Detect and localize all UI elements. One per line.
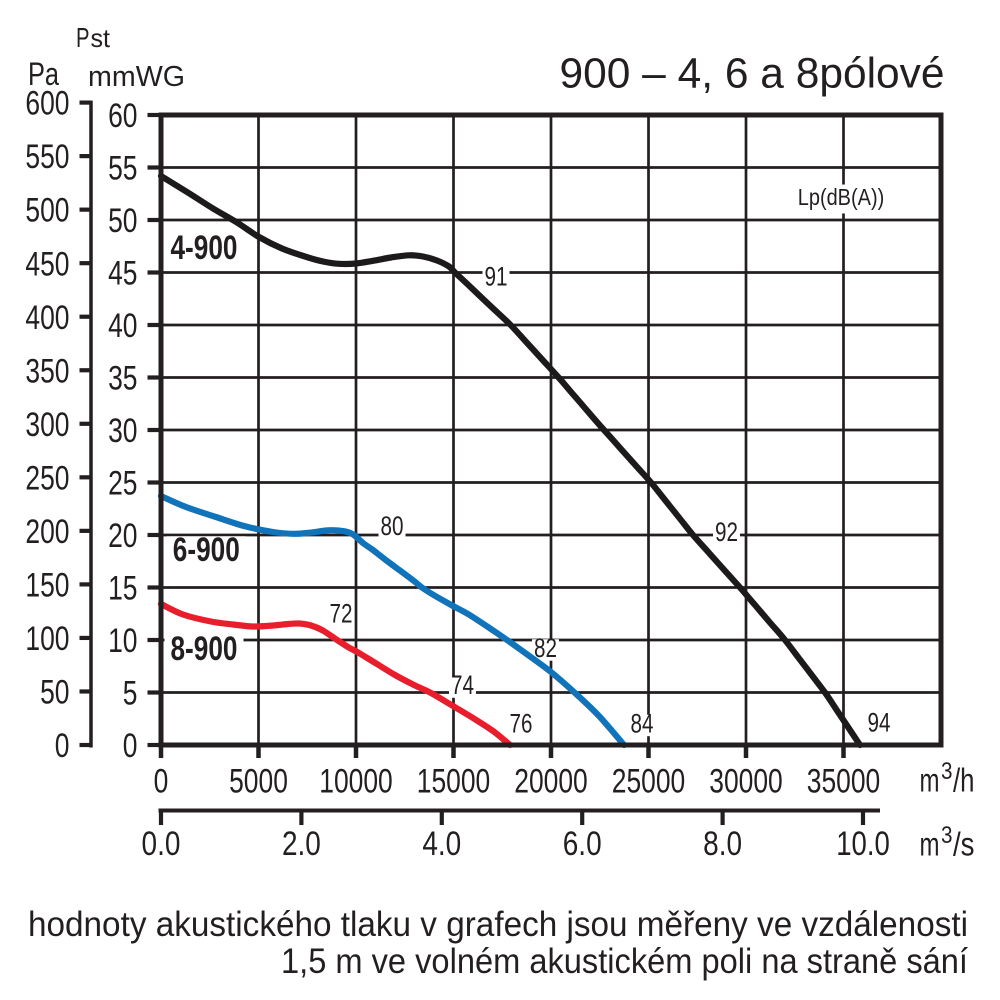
x-primary-axis-label: 30000	[709, 763, 783, 801]
pa-unit-header: Pa	[28, 56, 59, 92]
x-primary-axis-label: 20000	[514, 763, 588, 801]
db-level-label: 82	[534, 633, 557, 663]
db-level-label: 80	[380, 511, 403, 541]
db-level-label-bg	[713, 523, 740, 545]
db-level-label: 72	[330, 599, 353, 629]
db-level-label-bg	[378, 517, 406, 539]
x-primary-axis-label: 0	[154, 763, 169, 801]
x-secondary-axis-label: 8.0	[703, 825, 742, 863]
db-level-label-bg	[449, 676, 477, 698]
x-primary-unit-base: m	[920, 762, 940, 799]
db-level-label: 84	[631, 708, 654, 738]
series-name-label: 8-900	[170, 630, 237, 668]
pa-axis-label: 50	[40, 674, 69, 712]
mmwg-axis-label: 25	[108, 465, 137, 503]
sound-level-annotation: Lp(dB(A))	[798, 184, 885, 210]
x-secondary-unit-sup: 3	[941, 822, 953, 849]
pa-axis-label: 500	[25, 192, 69, 230]
db-level-label: 94	[867, 707, 890, 737]
x-secondary-axis-label: 6.0	[563, 825, 602, 863]
mmwg-axis-label: 35	[108, 360, 137, 398]
db-level-label-bg	[865, 713, 893, 736]
mmwg-axis-label: 0	[123, 727, 138, 765]
x-primary-axis-label: 10000	[319, 763, 393, 801]
pa-axis-label: 150	[25, 566, 69, 604]
pa-axis-label: 300	[25, 406, 69, 444]
db-level-label: 74	[451, 670, 474, 700]
curve-8-900	[157, 600, 514, 749]
pa-axis-label: 350	[25, 352, 69, 390]
curve-4-900	[157, 172, 864, 749]
db-level-label-bg	[482, 267, 510, 290]
quantity-subscript: st	[91, 23, 111, 53]
db-level-label: 76	[510, 708, 533, 738]
mmwg-axis-label: 10	[108, 622, 137, 660]
x-secondary-axis-label: 10.0	[836, 825, 890, 863]
quantity-symbol: P	[76, 22, 90, 53]
mmwg-axis-label: 30	[108, 412, 137, 450]
x-secondary-axis-label: 4.0	[422, 825, 461, 863]
db-level-label: 91	[485, 261, 508, 291]
mmwg-axis-label: 45	[108, 255, 137, 293]
x-primary-unit-rest: /h	[953, 762, 975, 799]
db-level-label-bg	[628, 714, 656, 737]
db-level-label-bg	[327, 604, 355, 627]
x-secondary-axis-label: 2.0	[282, 825, 321, 863]
note-line-1: hodnoty akustického tlaku v grafech jsou…	[28, 905, 968, 944]
db-level-label-bg	[532, 639, 560, 661]
pa-axis-label: 600	[25, 85, 69, 123]
mmwg-axis-label: 60	[108, 97, 137, 135]
note-line-2: 1,5 m ve volném akustickém poli na stran…	[281, 942, 968, 981]
x-primary-unit-sup: 3	[941, 758, 953, 785]
pa-axis-label: 100	[25, 620, 69, 658]
db-level-label: 92	[715, 517, 738, 547]
x-primary-axis-label: 15000	[417, 763, 491, 801]
mmwg-unit-header: mmWG	[88, 61, 185, 93]
series-name-label: 4-900	[170, 229, 237, 267]
mmwg-axis-label: 40	[108, 307, 137, 345]
sound-level-annotation-bg	[792, 184, 890, 214]
mmwg-axis-label: 5	[123, 675, 138, 713]
curve-6-900	[157, 492, 628, 749]
pa-axis-label: 0	[55, 727, 70, 765]
pa-axis-label: 200	[25, 513, 69, 551]
pa-axis-label: 450	[25, 245, 69, 283]
mmwg-axis-label: 55	[108, 150, 137, 188]
series-name-label-bg	[164, 635, 244, 668]
mmwg-axis-label: 50	[108, 202, 137, 240]
x-primary-axis-label: 25000	[612, 763, 686, 801]
db-level-label-bg	[507, 714, 535, 737]
mmwg-axis-label: 15	[108, 570, 137, 608]
x-secondary-unit-base: m	[920, 826, 940, 863]
x-secondary-unit-rest: /s	[953, 826, 975, 863]
x-primary-axis-label: 35000	[807, 763, 881, 801]
x-primary-axis-label: 5000	[229, 763, 288, 801]
pa-axis-label: 550	[25, 138, 69, 176]
x-secondary-axis-label: 0.0	[142, 825, 181, 863]
pa-axis-label: 400	[25, 299, 69, 337]
pa-axis-label: 250	[25, 459, 69, 497]
series-name-label-bg	[166, 536, 246, 569]
series-name-label-bg	[164, 234, 244, 267]
series-name-label: 6-900	[173, 531, 240, 569]
chart-title: 900 – 4, 6 a 8pólové	[560, 50, 945, 98]
mmwg-axis-label: 20	[108, 517, 137, 555]
